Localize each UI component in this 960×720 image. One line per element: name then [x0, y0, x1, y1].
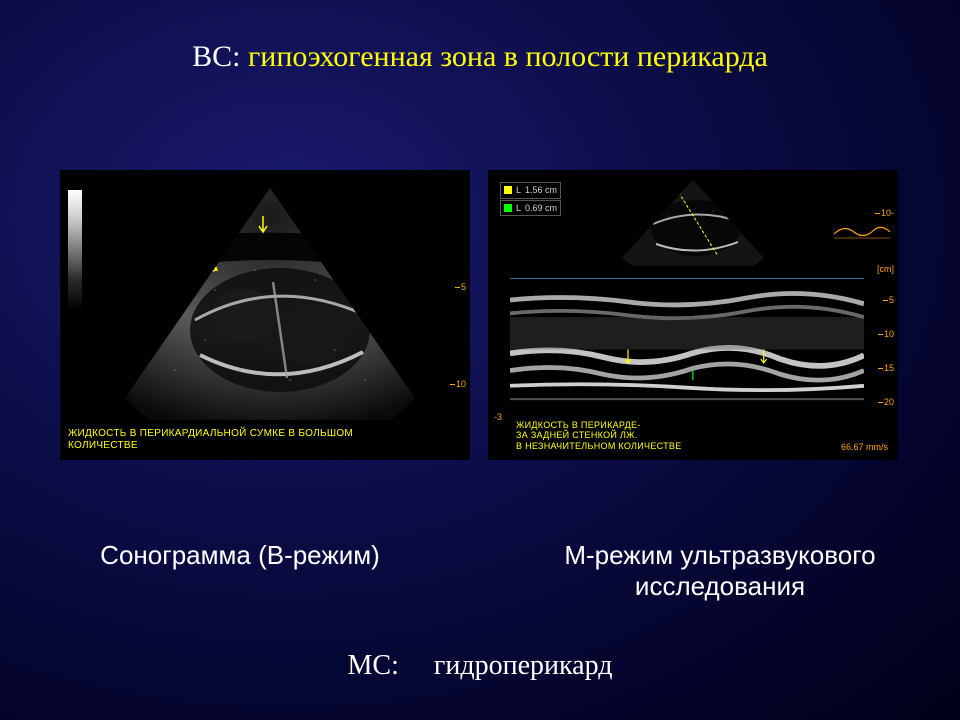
ruler-tick: 10- [881, 208, 894, 218]
title-main: гипоэхогенная зона в полости перикарда [248, 40, 768, 73]
mini-b-mode-inset [618, 176, 768, 266]
grayscale-bar [68, 190, 82, 310]
ruler-tick: 10 [884, 329, 894, 339]
sweep-speed: 66.67 mm/s [841, 442, 888, 452]
captions-row: Сонограмма (В-режим) М-режим ультразвуко… [0, 540, 960, 602]
ruler-tick: 5 [889, 295, 894, 305]
color-swatch-icon [504, 204, 512, 212]
color-swatch-icon [504, 186, 512, 194]
annotation-line: ЗА ЗАДНЕЙ СТЕНКОЙ ЛЖ. [516, 430, 682, 441]
ultrasound-images-row: 5 10 ЖИДКОСТЬ В ПЕРИКАРДИАЛЬНОЙ СУМКЕ В … [60, 170, 900, 460]
measurement-row: L 1.56 cm [500, 182, 561, 199]
meas-label: L [516, 184, 521, 197]
left-axis: -3 [494, 278, 508, 422]
m-mode-panel: L 1.56 cm L 0.69 cm [488, 170, 898, 460]
m-mode-annotation: ЖИДКОСТЬ В ПЕРИКАРДЕ- ЗА ЗАДНЕЙ СТЕНКОЙ … [516, 420, 682, 452]
slide-title: ВС: гипоэхогенная зона в полости перикар… [0, 40, 960, 74]
annotation-line: ЖИДКОСТЬ В ПЕРИКАРДЕ- [516, 420, 682, 431]
meas-value: 1.56 cm [525, 184, 557, 197]
ruler-tick: 10 [456, 379, 466, 389]
measurement-box: L 1.56 cm L 0.69 cm [500, 182, 561, 217]
annotation-line: В НЕЗНАЧИТЕЛЬНОМ КОЛИЧЕСТВЕ [516, 441, 682, 452]
b-mode-annotation: ЖИДКОСТЬ В ПЕРИКАРДИАЛЬНОЙ СУМКЕ В БОЛЬШ… [68, 428, 462, 452]
measurement-row: L 0.69 cm [500, 200, 561, 217]
b-mode-sector [115, 180, 425, 420]
annotation-line: КОЛИЧЕСТВЕ [68, 440, 462, 452]
meas-label: L [516, 202, 521, 215]
bottom-main: гидроперикард [434, 650, 613, 681]
axis-tick: -3 [494, 412, 502, 422]
title-prefix: ВС: [192, 40, 240, 73]
caption-left: Сонограмма (В-режим) [0, 540, 480, 602]
m-mode-trace [510, 278, 864, 422]
annotation-line: ЖИДКОСТЬ В ПЕРИКАРДИАЛЬНОЙ СУМКЕ В БОЛЬШ… [68, 428, 462, 440]
depth-ruler: 5 10 [440, 190, 466, 420]
ruler-tick: 20 [884, 397, 894, 407]
cm-unit-label: [cm] [877, 264, 894, 274]
b-mode-panel: 5 10 ЖИДКОСТЬ В ПЕРИКАРДИАЛЬНОЙ СУМКЕ В … [60, 170, 470, 460]
depth-ruler-right: 10- 5 10 15 20 [866, 184, 894, 426]
bottom-line: МС: гидроперикард [0, 650, 960, 682]
bottom-prefix: МС: [348, 650, 399, 681]
ruler-tick: 15 [884, 363, 894, 373]
caption-right: М-режим ультразвукового исследования [480, 540, 960, 602]
ruler-tick: 5 [461, 282, 466, 292]
meas-value: 0.69 cm [525, 202, 557, 215]
